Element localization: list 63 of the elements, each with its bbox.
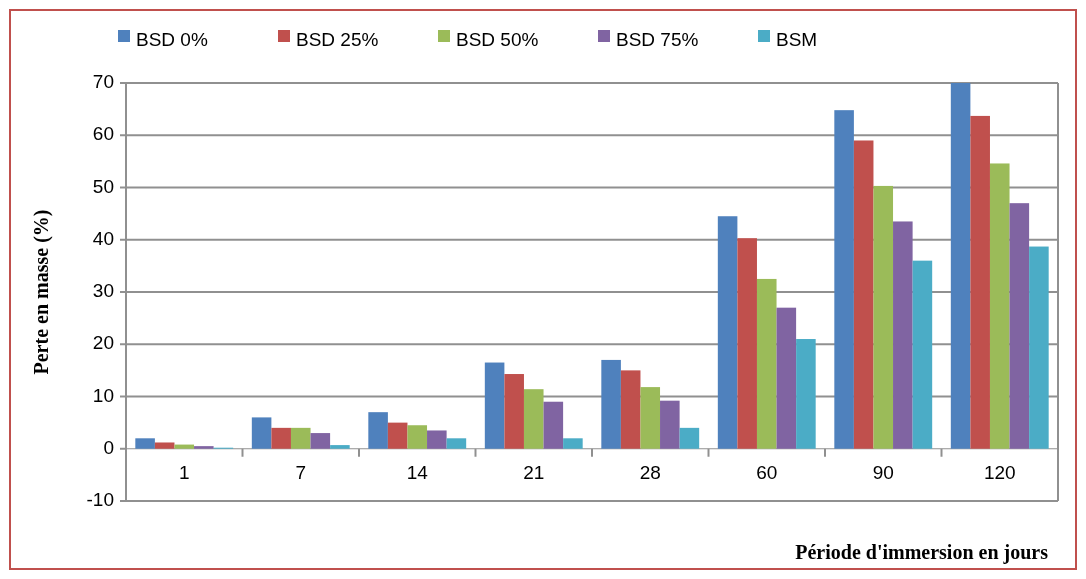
x-tick-label: 14 (406, 461, 429, 483)
legend-label: BSD 50% (456, 29, 539, 51)
bar (368, 412, 388, 449)
bar (893, 221, 913, 449)
x-tick-label: 60 (756, 461, 778, 483)
x-axis-title: Période d'immersion en jours (795, 541, 1049, 564)
x-tick-label: 1 (178, 461, 190, 483)
y-tick-label: 60 (92, 123, 114, 145)
x-tick-label: 21 (523, 461, 545, 483)
bar (194, 446, 214, 449)
bar (271, 427, 291, 449)
y-tick-label: 20 (92, 332, 114, 354)
x-tick-label: 28 (639, 461, 661, 483)
x-tick-label: 120 (983, 461, 1016, 483)
y-tick-label: 70 (92, 71, 114, 93)
legend-label: BSD 0% (136, 29, 208, 51)
bar (251, 417, 272, 449)
bar (737, 238, 757, 449)
x-tick-label: 7 (295, 461, 307, 483)
bar (407, 425, 428, 449)
y-tick-label: -10 (86, 489, 114, 511)
bar (387, 422, 408, 449)
bar (446, 438, 467, 449)
bar (174, 444, 195, 449)
bar (543, 401, 564, 449)
bar (873, 185, 894, 449)
legend-label: BSD 75% (616, 29, 699, 51)
bar (950, 83, 971, 449)
bar (154, 442, 175, 449)
y-axis-title: Perte en masse (%) (30, 209, 53, 375)
bar (989, 163, 1010, 449)
bar (912, 260, 933, 449)
bar (484, 362, 505, 449)
bar (1029, 246, 1049, 449)
bar (679, 427, 700, 449)
legend-label: BSM (776, 29, 818, 51)
bar (523, 389, 544, 449)
y-tick-label: 10 (92, 384, 114, 406)
x-tick-label: 90 (872, 461, 894, 483)
bar (1009, 203, 1030, 449)
bar (620, 370, 641, 449)
bar (970, 115, 990, 449)
bar (796, 339, 816, 449)
y-tick-label: 50 (92, 175, 114, 197)
y-tick-label: 30 (92, 280, 114, 302)
bar (427, 430, 447, 449)
y-tick-label: 40 (92, 227, 114, 249)
legend-label: BSD 25% (296, 29, 379, 51)
bar (290, 427, 311, 449)
y-tick-label: 0 (103, 436, 114, 458)
bar (776, 307, 797, 449)
bar (330, 445, 350, 449)
bar (660, 400, 680, 449)
bar (834, 110, 854, 449)
bar (640, 387, 661, 449)
bar (717, 216, 738, 449)
bar (310, 433, 331, 449)
bar (563, 438, 583, 449)
bar (601, 359, 621, 449)
bar (756, 278, 777, 449)
bar (504, 374, 524, 449)
bar (135, 438, 155, 449)
bar (853, 140, 874, 449)
